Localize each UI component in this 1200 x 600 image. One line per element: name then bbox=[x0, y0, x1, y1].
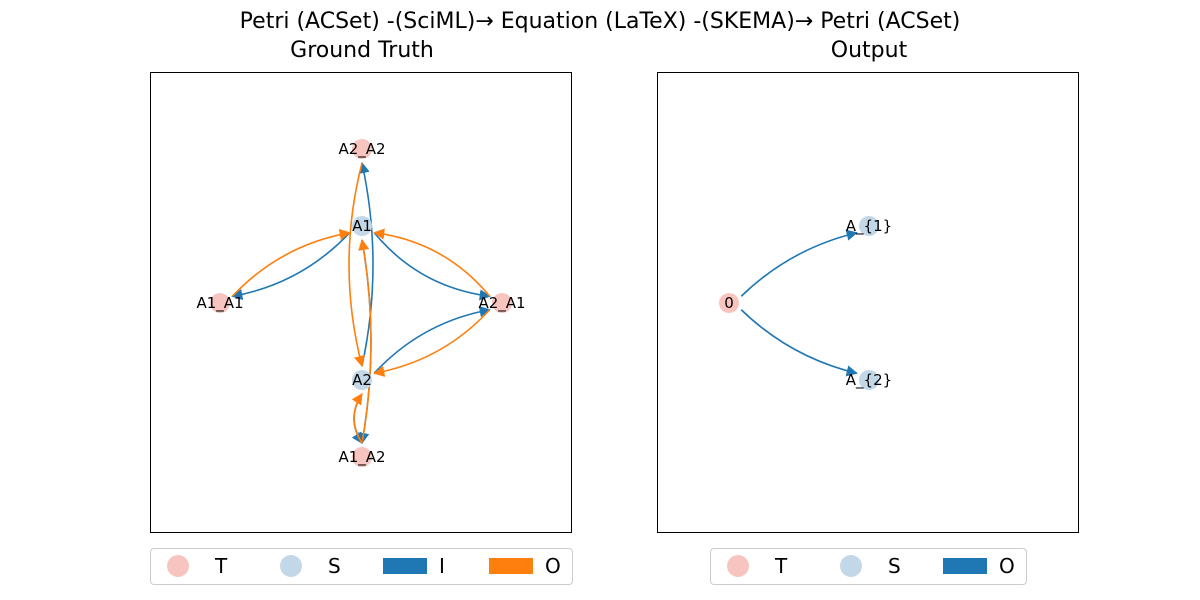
node-label-a1-a1: A1_A1 bbox=[196, 294, 243, 313]
legend-marker-i bbox=[383, 558, 427, 574]
node-label-a1: A1 bbox=[352, 217, 372, 235]
node-0 bbox=[719, 293, 739, 313]
edge-a2-a1-to-a2 bbox=[373, 309, 491, 377]
legend-label-s: S bbox=[328, 554, 341, 578]
edge-0-to-a-1 bbox=[740, 229, 858, 297]
legend-label-t: T bbox=[775, 554, 788, 578]
legend-marker-t bbox=[167, 555, 189, 577]
node-label-a2: A2 bbox=[352, 371, 372, 389]
legend-marker-o bbox=[943, 558, 987, 574]
node-label-a2-a1: A2_A1 bbox=[478, 294, 525, 313]
legend-label-s: S bbox=[888, 554, 901, 578]
node-a2-a2 bbox=[352, 139, 372, 159]
legend-marker-s bbox=[280, 555, 302, 577]
node-a2 bbox=[352, 370, 372, 390]
node-label-0: 0 bbox=[724, 294, 734, 312]
node-a-2 bbox=[859, 370, 879, 390]
legend-marker-o bbox=[489, 558, 533, 574]
node-label-a1-a2: A1_A2 bbox=[338, 448, 385, 467]
edge-a2-to-a2-a1 bbox=[373, 306, 491, 374]
node-label-a-1: A_{1} bbox=[846, 217, 892, 236]
edge-a1-to-a2-a1 bbox=[373, 232, 491, 301]
edge-a2-a1-to-a1 bbox=[373, 228, 491, 297]
node-label-a-2: A_{2} bbox=[846, 371, 892, 390]
node-label-a2-a2: A2_A2 bbox=[338, 140, 385, 159]
node-a2-a1 bbox=[492, 293, 512, 313]
node-a1-a1 bbox=[210, 293, 230, 313]
legend-marker-s bbox=[840, 555, 862, 577]
node-a-1 bbox=[859, 216, 879, 236]
output-graph: A_{1} 0 A_{2} bbox=[657, 72, 1079, 533]
edge-a2-to-a2-a2 bbox=[358, 161, 374, 367]
legend-label-i: I bbox=[439, 554, 445, 578]
edge-a1-a1-to-a1 bbox=[231, 228, 351, 297]
ground-truth-graph-canvas: A2_A2 A1 A1_A1 A2_A1 A2 A1_A2 bbox=[196, 139, 526, 467]
node-a1-a2 bbox=[352, 447, 372, 467]
edge-0-to-a-2 bbox=[740, 309, 858, 377]
legend-label-t: T bbox=[215, 554, 228, 578]
legend-marker-t bbox=[727, 555, 749, 577]
node-a1 bbox=[352, 216, 372, 236]
output-graph-canvas: A_{1} 0 A_{2} bbox=[719, 216, 892, 390]
legend-label-o: O bbox=[999, 554, 1015, 578]
figure-title: Petri (ACSet) -(SciML)→ Equation (LaTeX)… bbox=[239, 9, 961, 34]
edge-a1-to-a1-a1 bbox=[231, 232, 351, 301]
ground-truth-title: Ground Truth bbox=[290, 38, 434, 63]
ground-truth-graph: A2_A2 A1 A1_A1 A2_A1 A2 A1_A2 bbox=[150, 72, 572, 533]
legend-label-o: O bbox=[545, 554, 561, 578]
edge-a1-a2-to-a2 bbox=[351, 393, 363, 444]
edge-a1-a2-to-a1 bbox=[358, 238, 372, 444]
output-title: Output bbox=[830, 38, 908, 63]
edge-a2-a2-to-a2 bbox=[348, 162, 365, 368]
